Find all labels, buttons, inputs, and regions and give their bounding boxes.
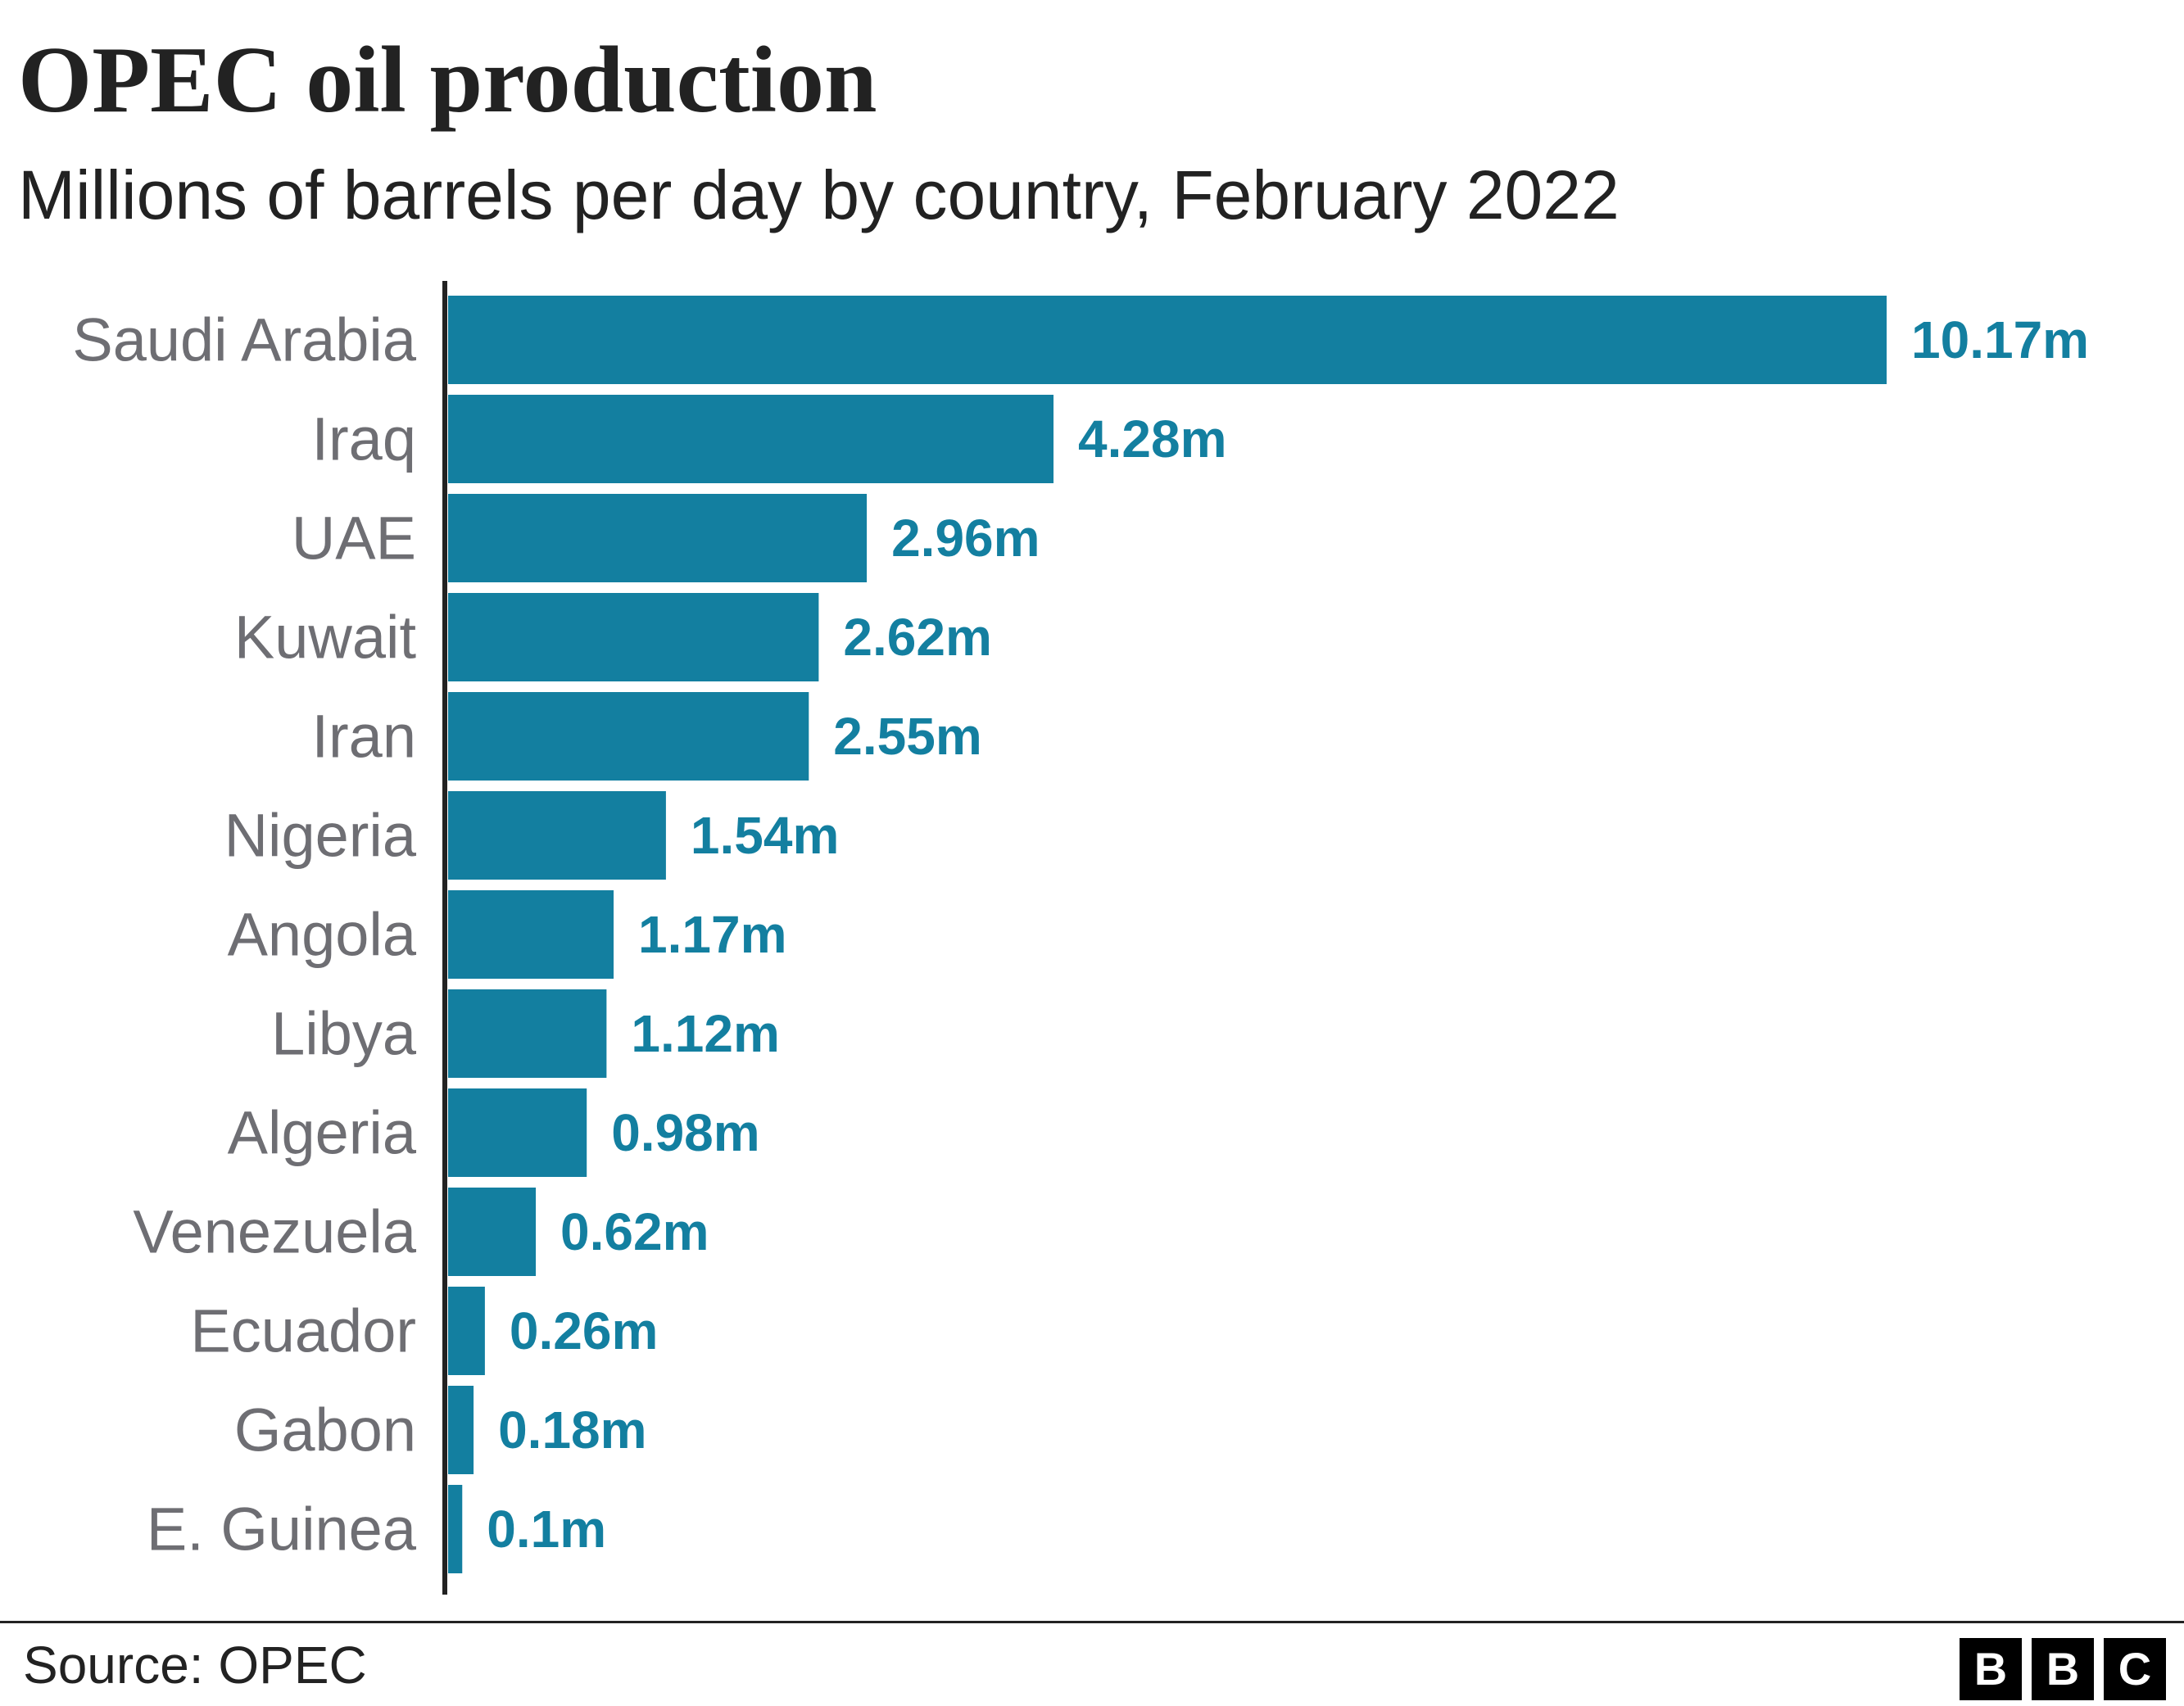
bar <box>448 1386 474 1474</box>
bar <box>448 1287 485 1375</box>
bar <box>448 692 809 781</box>
category-label: Nigeria <box>224 802 417 870</box>
value-label: 0.62m <box>560 1202 709 1261</box>
category-label: Iran <box>311 703 416 771</box>
value-label: 1.12m <box>631 1004 779 1063</box>
category-label: Algeria <box>228 1099 417 1167</box>
value-label: 0.26m <box>510 1301 658 1360</box>
bar <box>448 1485 463 1573</box>
value-label: 2.96m <box>891 509 1040 568</box>
value-label: 2.62m <box>843 608 991 667</box>
category-label: E. Guinea <box>147 1496 417 1563</box>
category-label: Saudi Arabia <box>72 306 416 374</box>
category-label: Libya <box>271 1000 417 1068</box>
bar <box>448 296 1887 384</box>
category-label: Ecuador <box>190 1297 416 1365</box>
bbc-logo-letter: C <box>2104 1638 2166 1700</box>
value-label: 1.17m <box>638 905 786 964</box>
footer-divider <box>0 1621 2184 1623</box>
value-label: 2.55m <box>833 707 981 766</box>
bar <box>448 1188 537 1276</box>
bar <box>448 1088 587 1177</box>
bar <box>448 890 614 979</box>
bar <box>448 593 819 681</box>
bar <box>448 791 666 880</box>
category-label: Angola <box>228 901 417 969</box>
value-label: 0.98m <box>611 1103 759 1162</box>
bar <box>448 989 607 1078</box>
category-label: Gabon <box>234 1396 416 1464</box>
chart-subtitle: Millions of barrels per day by country, … <box>18 156 1620 233</box>
category-label: UAE <box>292 505 416 572</box>
bar <box>448 494 868 582</box>
category-label: Kuwait <box>234 604 417 672</box>
value-label: 1.54m <box>691 806 839 865</box>
bbc-logo-letter: B <box>1960 1638 2022 1700</box>
value-label: 4.28m <box>1078 410 1226 468</box>
value-label: 0.1m <box>487 1500 606 1559</box>
source-note: Source: OPEC <box>23 1636 367 1695</box>
category-label: Venezuela <box>133 1198 416 1266</box>
value-label: 10.17m <box>1911 310 2089 369</box>
bbc-logo: B B C <box>1960 1638 2166 1700</box>
bar <box>448 395 1054 483</box>
chart-title: OPEC oil production <box>18 28 877 133</box>
category-label: Iraq <box>311 405 416 473</box>
value-label: 0.18m <box>498 1401 646 1459</box>
bbc-logo-letter: B <box>2032 1638 2094 1700</box>
